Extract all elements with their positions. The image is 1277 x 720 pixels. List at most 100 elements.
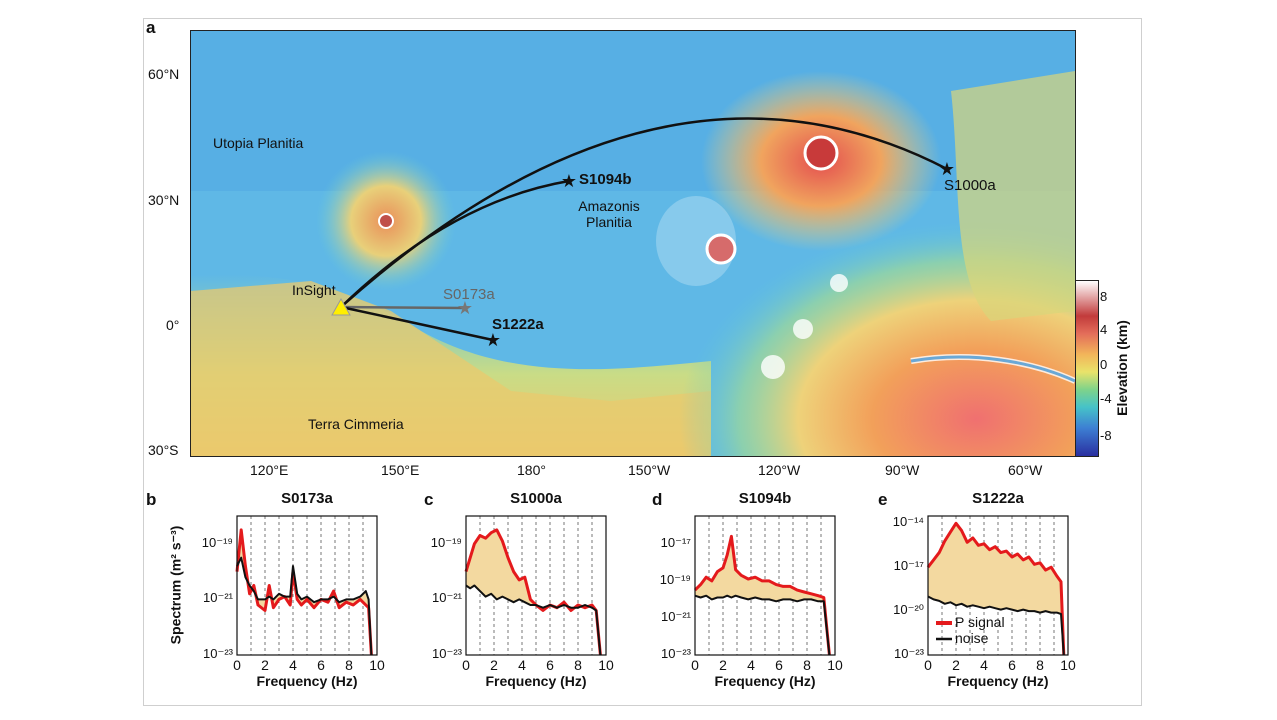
- tharsis-region: [501, 111, 1075, 456]
- chart-d-frame: [694, 515, 836, 656]
- legend-noise-label: noise: [955, 630, 989, 646]
- chart-b-signal-line: [235, 528, 373, 656]
- chart-e-xtick-label: 8: [1036, 657, 1044, 673]
- chart-b-ytick-label: 10⁻²³: [203, 646, 233, 661]
- path-to-s1094b: [340, 179, 570, 308]
- chart-b-ytick-label: 10⁻¹⁹: [201, 534, 233, 550]
- chart-b-fill-area: [237, 529, 372, 655]
- elevation-colorbar: [1075, 280, 1099, 457]
- chart-d-xtick-label: 6: [775, 657, 783, 673]
- colorbar-tick-8: 8: [1100, 289, 1108, 304]
- chart-c-xtick-label: 2: [490, 657, 498, 673]
- chart-d-xtick-label: 4: [747, 657, 755, 673]
- chart-b-xtick-label: 0: [233, 657, 241, 673]
- chart-b-xtick-label: 8: [345, 657, 353, 673]
- path-to-s1222a: [340, 305, 494, 342]
- chart-e-fill-area: [928, 523, 1064, 655]
- chart-d-ytick-label: 10⁻²³: [661, 646, 691, 661]
- colorbar-tick-0: 0: [1100, 357, 1108, 372]
- panel-e-label: e: [878, 490, 888, 509]
- label-terra-cimmeria: Terra Cimmeria: [308, 416, 404, 432]
- label-s1000a: S1000a: [944, 177, 996, 194]
- panel-a-label: a: [146, 18, 156, 37]
- chart-e-noise-line: [927, 595, 1065, 656]
- chart-c-noise-line: [465, 584, 602, 656]
- legend-signal-label: P signal: [955, 614, 1005, 630]
- chart-c-xtick-label: 0: [462, 657, 470, 673]
- lon-tick-120w: 120°W: [758, 462, 801, 478]
- star-s0173a-icon: ★: [457, 298, 473, 318]
- chart-e-frame: [927, 515, 1069, 656]
- colorbar-tick-neg8: -8: [1100, 428, 1112, 443]
- chart-b-xtick-label: 4: [289, 657, 297, 673]
- star-s1094b-icon: ★: [561, 171, 577, 191]
- chart-b-svg: [235, 515, 378, 656]
- lon-tick-120e: 120°E: [250, 462, 289, 478]
- chart-d-ytick-label: 10⁻²¹: [661, 608, 691, 624]
- chart-d-fill-area: [695, 536, 830, 655]
- chart-e-xtick-label: 10: [1060, 657, 1076, 673]
- chart-e-ytick-label: 10⁻¹⁴: [892, 514, 924, 530]
- panel-c-label: c: [424, 490, 434, 509]
- chart-d-noise-line: [694, 594, 831, 656]
- chart-e-xtick-label: 4: [980, 657, 988, 673]
- chart-c-svg: [464, 515, 607, 656]
- chart-title-d: S1094b: [738, 490, 792, 507]
- lon-tick-90w: 90°W: [885, 462, 920, 478]
- chart-e-ytick-label: 10⁻²⁰: [893, 602, 924, 618]
- chart-d-ytick-label: 10⁻¹⁹: [659, 571, 691, 587]
- map-svg: [191, 31, 1075, 456]
- star-s1000a-icon: ★: [939, 159, 955, 179]
- chart-e-xtick-label: 2: [952, 657, 960, 673]
- chart-title-c: S1000a: [510, 490, 562, 507]
- chart-d-xtick-label: 0: [691, 657, 699, 673]
- chart-b-xtick-label: 10: [369, 657, 385, 673]
- insight-station-icon: [331, 297, 351, 316]
- mars-elevation-map: ★ ★ ★ ★: [190, 30, 1076, 457]
- label-s1222a: S1222a: [492, 316, 544, 333]
- chart-c-xtick-label: 6: [546, 657, 554, 673]
- colorbar-tick-neg4: -4: [1100, 391, 1112, 406]
- label-insight: InSight: [292, 282, 336, 298]
- map-overlay: ★ ★ ★ ★: [331, 117, 955, 350]
- chart-b-ytick-label: 10⁻²¹: [203, 590, 233, 606]
- chart-e-xlabel: Frequency (Hz): [947, 673, 1049, 689]
- star-s1222a-icon: ★: [485, 330, 501, 350]
- chart-b-xtick-label: 2: [261, 657, 269, 673]
- chart-c-xtick-label: 8: [574, 657, 582, 673]
- chart-b-noise-line: [236, 556, 373, 656]
- lon-tick-180: 180°: [517, 462, 546, 478]
- chart-c-ytick-label: 10⁻²³: [432, 646, 462, 661]
- y-axis-title: Spectrum (m² s⁻³): [167, 525, 184, 645]
- chart-b-xlabel: Frequency (Hz): [256, 673, 358, 689]
- chart-c-frame: [465, 515, 607, 656]
- chart-e-svg: [926, 515, 1069, 656]
- chart-c-ytick-label: 10⁻¹⁹: [430, 534, 462, 550]
- label-s0173a: S0173a: [443, 286, 495, 303]
- lat-tick-30s: 30°S: [148, 442, 179, 458]
- lat-tick-30n: 30°N: [148, 192, 180, 208]
- lat-tick-0: 0°: [166, 317, 180, 333]
- chart-d-svg: [693, 515, 836, 656]
- chart-d-xlabel: Frequency (Hz): [714, 673, 816, 689]
- colorbar-label: Elevation (km): [1114, 320, 1130, 416]
- chart-e-signal-line: [926, 521, 1066, 656]
- panel-d-label: d: [652, 490, 663, 509]
- lat-tick-60n: 60°N: [148, 66, 180, 82]
- chart-e-ytick-label: 10⁻²³: [894, 646, 924, 661]
- chart-c-fill-area: [466, 529, 601, 655]
- chart-d-signal-line: [693, 534, 831, 656]
- chart-d-xtick-label: 10: [827, 657, 843, 673]
- path-to-s0173a: [340, 305, 466, 310]
- chart-d-ytick-label: 10⁻¹⁷: [660, 534, 691, 550]
- chart-title-e: S1222a: [972, 490, 1024, 507]
- chart-c-ytick-label: 10⁻²¹: [432, 590, 462, 606]
- chart-d-xtick-label: 8: [803, 657, 811, 673]
- chart-d-xtick-label: 2: [719, 657, 727, 673]
- lon-tick-150e: 150°E: [381, 462, 420, 478]
- chart-e-ytick-label: 10⁻¹⁷: [893, 558, 924, 574]
- chart-c-signal-line: [464, 528, 602, 656]
- chart-c-xtick-label: 10: [598, 657, 614, 673]
- chart-title-b: S0173a: [281, 490, 333, 507]
- label-s1094b: S1094b: [579, 171, 632, 188]
